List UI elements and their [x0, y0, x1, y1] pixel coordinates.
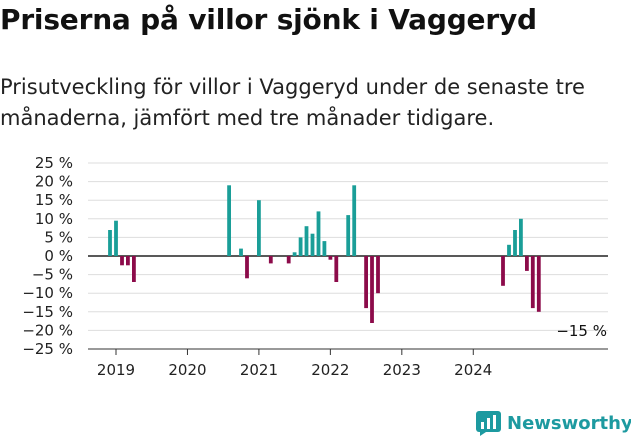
chart-title: Priserna på villor sjönk i Vaggeryd — [0, 3, 537, 36]
bar — [114, 220, 118, 256]
y-tick-label: 5 % — [44, 228, 73, 246]
bar — [316, 211, 321, 256]
x-tick-label: 2019 — [97, 361, 135, 379]
bar — [513, 230, 517, 256]
y-tick-label: −20 % — [22, 321, 73, 339]
bar — [304, 226, 309, 256]
bar — [501, 256, 505, 286]
brand-name: Newsworthy — [507, 412, 631, 434]
bar — [239, 248, 243, 256]
bar — [530, 256, 535, 309]
y-tick-label: −10 % — [22, 284, 73, 302]
bar — [334, 256, 339, 282]
y-tick-label: −25 % — [22, 340, 73, 358]
bar — [126, 256, 130, 266]
bar — [352, 185, 357, 256]
y-tick-label: −5 % — [32, 266, 73, 284]
bar — [268, 256, 273, 264]
bar — [364, 256, 368, 309]
bar — [507, 244, 511, 256]
bar — [298, 237, 303, 256]
y-tick-label: −15 % — [22, 303, 73, 321]
x-axis: 2019 2020 2021 2022 2023 2024 — [88, 348, 608, 379]
y-axis: 25 %20 %15 %10 %5 %0 %−5 %−10 %−15 %−20 … — [22, 154, 73, 358]
bar — [370, 256, 374, 323]
bar — [310, 233, 315, 256]
y-tick-label: 20 % — [35, 173, 73, 191]
bar-chart: 25 %20 %15 %10 %5 %0 %−5 %−10 %−15 %−20 … — [22, 154, 608, 379]
newsworthy-logo-icon — [476, 410, 501, 436]
bar — [328, 256, 333, 260]
bar — [257, 200, 261, 256]
bar — [525, 256, 529, 271]
bar — [519, 218, 523, 256]
bar — [292, 252, 297, 256]
bar — [376, 256, 380, 294]
last-value-label: −15 % — [556, 322, 607, 340]
bar — [322, 241, 327, 256]
bar — [286, 256, 291, 264]
y-tick-label: 15 % — [35, 191, 73, 209]
bar — [346, 215, 351, 256]
bar — [120, 256, 124, 266]
x-tick-label: 2024 — [454, 361, 492, 379]
y-tick-label: 0 % — [44, 247, 73, 265]
brand-logo: Newsworthy — [476, 408, 631, 438]
y-tick-label: 10 % — [35, 210, 73, 228]
bar — [227, 185, 231, 256]
x-tick-label: 2021 — [240, 361, 278, 379]
bar — [245, 256, 249, 279]
bars — [108, 185, 541, 323]
x-tick-label: 2023 — [383, 361, 421, 379]
bar — [536, 256, 541, 312]
bar — [132, 256, 136, 282]
y-tick-label: 25 % — [35, 154, 73, 172]
chart-subtitle: Prisutveckling för villor i Vaggeryd und… — [0, 75, 585, 130]
x-tick-label: 2022 — [311, 361, 349, 379]
x-tick-label: 2020 — [168, 361, 206, 379]
bar — [108, 230, 112, 256]
